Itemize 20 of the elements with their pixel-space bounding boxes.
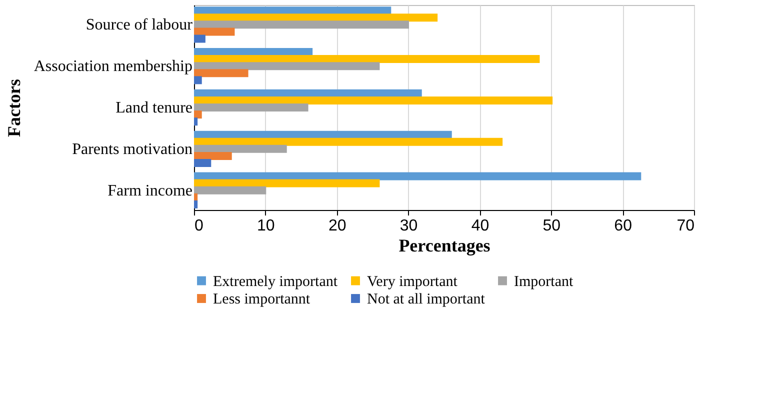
x-tick-label: 40 bbox=[471, 218, 490, 234]
y-tick-label: Association membership bbox=[34, 58, 192, 76]
legend-label: Very important bbox=[367, 274, 458, 290]
x-axis-title: Percentages bbox=[398, 236, 490, 256]
x-tick-label: 30 bbox=[400, 218, 418, 234]
y-tick-label: Farm income bbox=[108, 182, 192, 200]
x-tick-label: 10 bbox=[257, 218, 275, 234]
legend-label: Extremely important bbox=[213, 274, 338, 290]
legend-label: Not at all important bbox=[367, 292, 486, 308]
y-tick-label: Source of labour bbox=[86, 16, 194, 34]
legend-label: Important bbox=[514, 274, 574, 290]
x-tick-label: 20 bbox=[328, 218, 346, 234]
x-tick-label: 60 bbox=[614, 218, 632, 234]
x-tick-label: 70 bbox=[676, 218, 695, 234]
x-tick-label: 0 bbox=[194, 218, 204, 234]
x-tick-label: 50 bbox=[542, 218, 561, 234]
y-tick-label: Land tenure bbox=[116, 100, 192, 116]
legend-label: Less importannt bbox=[213, 292, 311, 308]
y-axis-title: Factors bbox=[4, 79, 24, 137]
y-tick-label: Parents motivation bbox=[72, 140, 192, 158]
